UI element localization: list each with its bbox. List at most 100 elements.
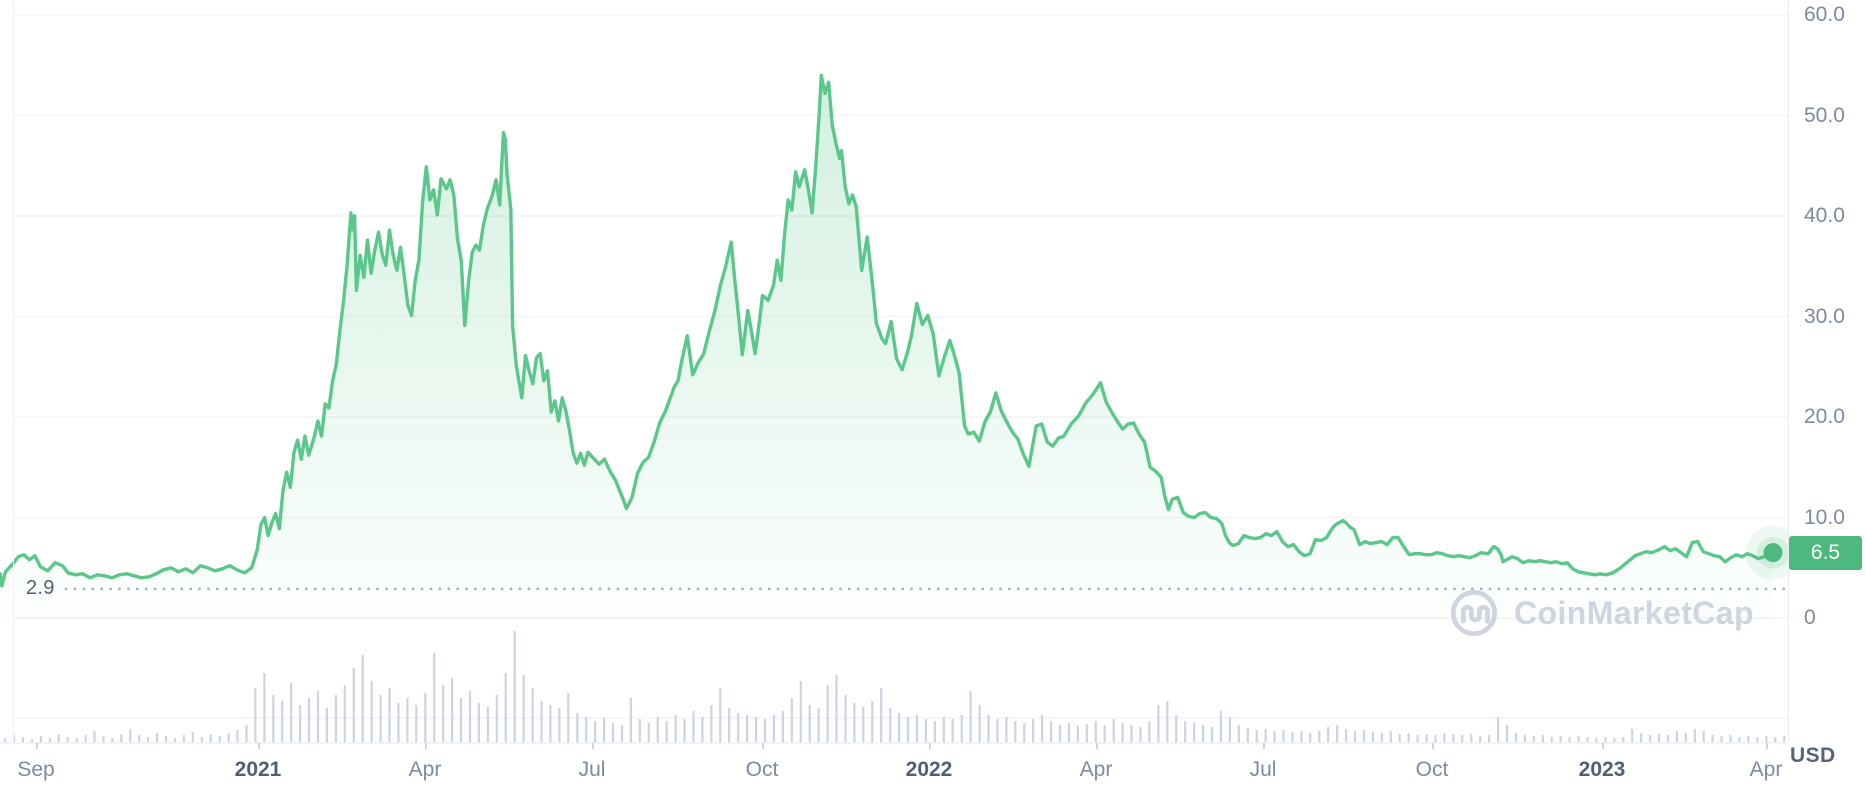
volume-bar xyxy=(871,701,874,743)
volume-bar xyxy=(1443,733,1446,743)
volume-bar xyxy=(164,736,168,743)
volume-bar xyxy=(1756,737,1759,743)
volume-bar xyxy=(1684,733,1687,743)
volume-bar xyxy=(790,698,793,743)
volume-chart-canvas[interactable] xyxy=(0,625,1788,750)
volume-bar xyxy=(415,705,418,743)
volume-bar xyxy=(1291,732,1294,743)
volume-bar xyxy=(334,695,337,743)
volume-bar xyxy=(898,713,901,743)
x-axis-tickmark xyxy=(1766,743,1768,749)
volume-bar xyxy=(531,688,534,743)
volume-bar xyxy=(1523,735,1526,743)
volume-bar xyxy=(1121,723,1124,743)
volume-bar xyxy=(361,655,364,743)
volume-bar xyxy=(1166,701,1169,743)
volume-bar xyxy=(84,735,87,743)
price-chart-canvas[interactable] xyxy=(0,0,1788,625)
volume-bar xyxy=(486,707,489,743)
volume-bar xyxy=(1434,735,1437,743)
volume-bar xyxy=(924,719,927,743)
volume-bar xyxy=(504,673,507,743)
volume-bar xyxy=(343,685,346,743)
volume-bar xyxy=(111,738,114,743)
volume-bar xyxy=(272,695,275,743)
volume-bar xyxy=(39,736,42,743)
volume-bar xyxy=(12,735,16,743)
volume-bar xyxy=(442,685,445,743)
volume-bar xyxy=(1783,736,1786,743)
volume-bar xyxy=(1175,715,1178,743)
volume-bar xyxy=(1416,735,1419,743)
volume-bar xyxy=(379,695,382,743)
volume-bar xyxy=(1085,724,1088,743)
volume-bar xyxy=(1532,736,1535,743)
volume-bar xyxy=(281,701,284,743)
volume-bar xyxy=(316,691,320,743)
volume-bar xyxy=(308,698,311,743)
volume-bar xyxy=(120,734,123,743)
volume-bar xyxy=(66,737,69,743)
volume-bar xyxy=(1050,721,1053,743)
volume-bar xyxy=(147,737,150,743)
price-line xyxy=(0,73,1775,588)
volume-bar xyxy=(1371,732,1374,743)
volume-bar xyxy=(1765,736,1768,743)
x-axis-tick-Oct: Oct xyxy=(745,758,779,781)
volume-bar xyxy=(1327,727,1330,743)
x-axis-tick-2022: 2022 xyxy=(905,758,953,781)
volume-bar xyxy=(1568,737,1571,743)
volume-bar xyxy=(30,739,33,743)
volume-bar xyxy=(1309,733,1312,743)
volume-bar xyxy=(48,738,51,743)
volume-bar xyxy=(1389,731,1392,743)
volume-bar xyxy=(549,705,552,743)
volume-bar xyxy=(737,713,740,743)
volume-bar xyxy=(1649,735,1652,743)
volume-bar xyxy=(567,693,570,743)
volume-bar xyxy=(1595,738,1598,743)
volume-bar xyxy=(763,719,767,743)
volume-bar xyxy=(477,703,480,743)
volume-bar xyxy=(57,734,60,743)
volume-bar xyxy=(826,685,829,743)
volume-bar xyxy=(1711,735,1714,743)
volume-bar xyxy=(370,681,373,743)
volume-bar xyxy=(4,738,7,743)
volume-bar xyxy=(996,719,999,743)
x-axis-tickmark xyxy=(929,743,931,749)
volume-bar xyxy=(1702,731,1705,743)
volume-bar xyxy=(424,693,427,743)
volume-bar xyxy=(1488,735,1491,743)
volume-bar xyxy=(799,681,802,743)
volume-bar xyxy=(1255,730,1258,743)
currency-unit-label: USD xyxy=(1790,744,1836,767)
volume-bar xyxy=(1461,735,1464,743)
min-price-label: 2.9 xyxy=(26,577,55,599)
plot-left-border xyxy=(13,0,14,743)
x-axis-tickmark xyxy=(1432,743,1434,749)
volume-bar xyxy=(969,691,972,743)
volume-bar xyxy=(853,703,856,743)
y-axis-separator xyxy=(1788,0,1789,743)
volume-bar xyxy=(781,711,784,743)
volume-bar xyxy=(889,708,892,743)
volume-bar xyxy=(1675,731,1678,743)
volume-bar xyxy=(1094,721,1097,743)
volume-bar xyxy=(1202,725,1205,743)
volume-bar xyxy=(1067,723,1071,743)
volume-bar xyxy=(1362,730,1366,743)
volume-bar xyxy=(1729,735,1732,743)
volume-bar xyxy=(987,715,990,743)
volume-bar xyxy=(746,715,749,743)
volume-bar xyxy=(173,738,177,743)
volume-bar xyxy=(227,733,230,743)
volume-bar xyxy=(1747,736,1750,743)
volume-bar xyxy=(1738,737,1741,743)
x-axis-tick-Sep: Sep xyxy=(17,758,55,781)
volume-bar xyxy=(1425,734,1428,743)
volume-bar xyxy=(1657,734,1661,743)
volume-bar xyxy=(772,715,775,743)
y-axis-tick-50.0: 50.0 xyxy=(1804,103,1845,127)
volume-bar xyxy=(1130,725,1133,743)
